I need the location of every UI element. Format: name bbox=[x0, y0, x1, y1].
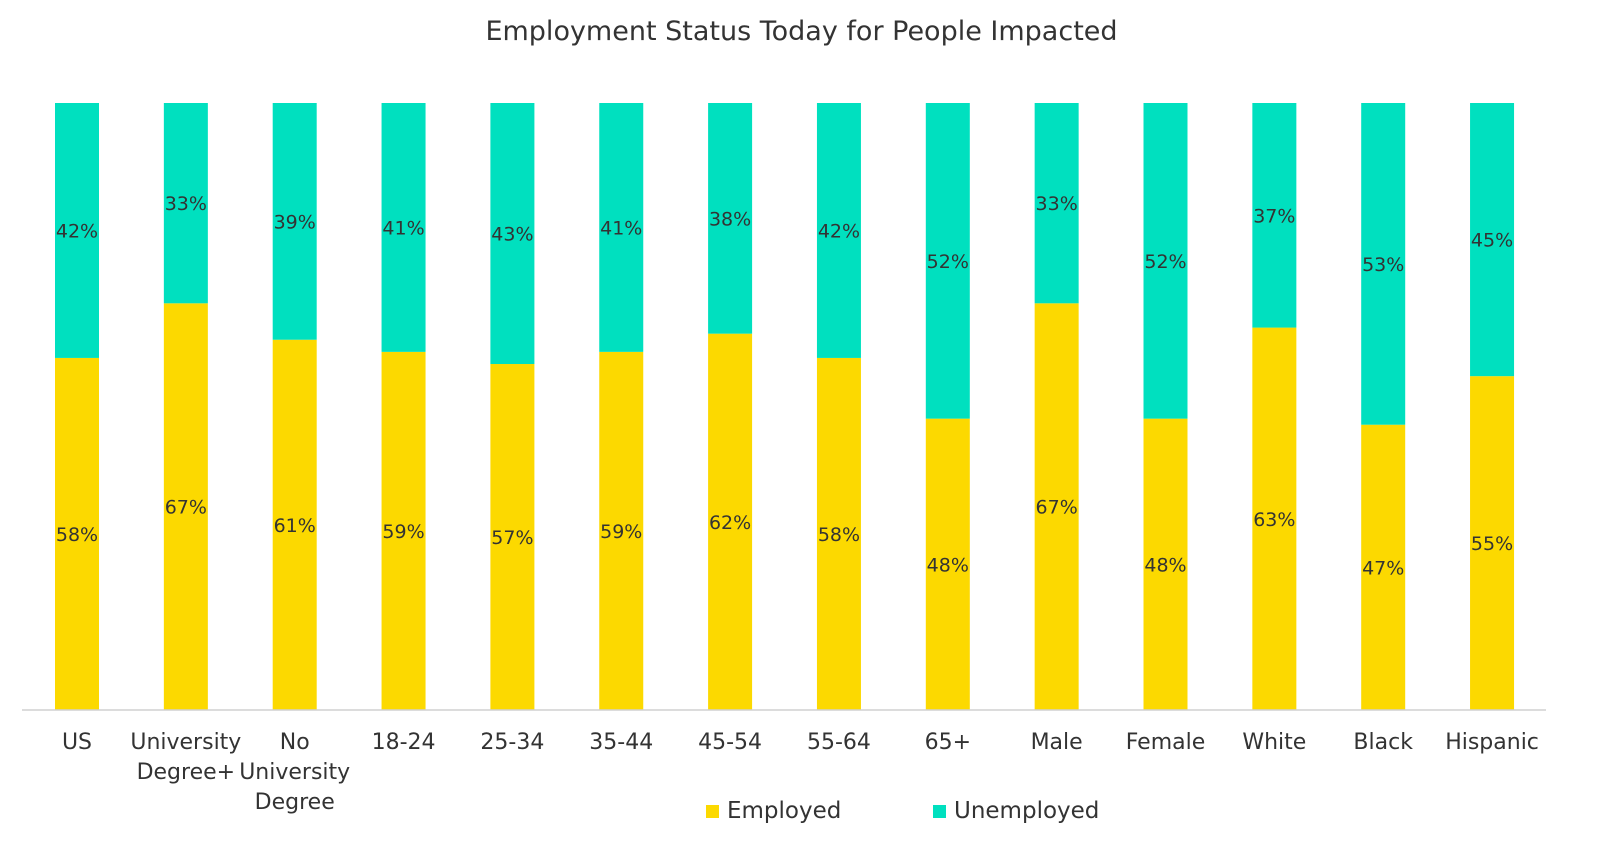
data-label-unemployed-13: 45% bbox=[1471, 230, 1513, 252]
data-label-employed-4: 57% bbox=[491, 527, 533, 549]
data-label-unemployed-1: 33% bbox=[165, 193, 207, 215]
data-label-unemployed-0: 42% bbox=[56, 220, 98, 242]
x-tick-label-8: 65+ bbox=[925, 730, 971, 755]
bar-employed-1 bbox=[163, 303, 208, 710]
data-label-unemployed-11: 37% bbox=[1253, 205, 1295, 227]
bar-employed-5 bbox=[599, 351, 644, 710]
bar-unemployed-5 bbox=[599, 103, 644, 352]
x-tick-label-10: Female bbox=[1126, 730, 1206, 755]
bar-unemployed-13 bbox=[1470, 103, 1515, 377]
data-label-unemployed-2: 39% bbox=[274, 211, 316, 233]
bar-unemployed-2 bbox=[272, 103, 317, 340]
x-tick-label-13: Hispanic bbox=[1445, 730, 1539, 755]
bar-unemployed-7 bbox=[816, 103, 861, 358]
bar-employed-12 bbox=[1361, 424, 1406, 710]
x-tick-label-9: Male bbox=[1031, 730, 1083, 755]
legend-item-employed: Employed bbox=[706, 798, 841, 824]
data-label-unemployed-5: 41% bbox=[600, 217, 642, 239]
data-label-employed-13: 55% bbox=[1471, 533, 1513, 555]
x-tick-label-7: 55-64 bbox=[807, 730, 871, 755]
bar-unemployed-10 bbox=[1143, 103, 1188, 419]
legend-swatch-unemployed bbox=[933, 804, 946, 818]
data-label-employed-9: 67% bbox=[1036, 497, 1078, 519]
legend-label-employed: Employed bbox=[727, 798, 842, 824]
bar-unemployed-1 bbox=[163, 103, 208, 304]
x-tick-label-12: Black bbox=[1353, 730, 1413, 755]
data-label-unemployed-3: 41% bbox=[382, 217, 424, 239]
x-tick-labels: US University Degree+No University Degree 18-… bbox=[62, 730, 1539, 815]
x-tick-label-0: US bbox=[62, 730, 92, 755]
bar-employed-10 bbox=[1143, 418, 1188, 710]
x-tick-label-6: 45-54 bbox=[698, 730, 762, 755]
x-tick-label-5: 35-44 bbox=[589, 730, 653, 755]
bar-employed-6 bbox=[708, 333, 753, 710]
data-label-unemployed-9: 33% bbox=[1036, 193, 1078, 215]
data-label-employed-10: 48% bbox=[1144, 554, 1186, 576]
bar-unemployed-4 bbox=[490, 103, 535, 365]
data-label-employed-8: 48% bbox=[927, 554, 969, 576]
data-label-unemployed-10: 52% bbox=[1144, 251, 1186, 273]
bar-employed-0 bbox=[55, 357, 99, 710]
legend-item-unemployed: Unemployed bbox=[933, 798, 1099, 824]
bar-unemployed-3 bbox=[381, 103, 426, 352]
x-tick-label-4: 25-34 bbox=[480, 730, 544, 755]
data-label-employed-12: 47% bbox=[1362, 557, 1404, 579]
bar-employed-3 bbox=[381, 351, 426, 710]
x-tick-label-3: 18-24 bbox=[372, 730, 436, 755]
data-label-unemployed-12: 53% bbox=[1362, 254, 1404, 276]
data-label-employed-6: 62% bbox=[709, 512, 751, 534]
bar-unemployed-12 bbox=[1361, 103, 1406, 425]
data-label-employed-11: 63% bbox=[1253, 509, 1295, 531]
data-label-employed-5: 59% bbox=[600, 521, 642, 543]
bar-unemployed-9 bbox=[1034, 103, 1079, 304]
bar-employed-8 bbox=[925, 418, 970, 710]
x-tick-label-1: University Degree+ bbox=[130, 730, 241, 785]
data-label-unemployed-7: 42% bbox=[818, 220, 860, 242]
bar-unemployed-0 bbox=[55, 103, 99, 358]
bar-unemployed-6 bbox=[708, 103, 753, 334]
legend-label-unemployed: Unemployed bbox=[954, 798, 1100, 824]
legend-swatch-employed bbox=[706, 804, 719, 818]
data-label-employed-0: 58% bbox=[56, 524, 98, 546]
bar-employed-9 bbox=[1034, 303, 1079, 710]
data-label-employed-3: 59% bbox=[382, 521, 424, 543]
bar-employed-11 bbox=[1252, 327, 1297, 710]
bar-unemployed-11 bbox=[1252, 103, 1297, 328]
data-label-unemployed-8: 52% bbox=[927, 251, 969, 273]
data-label-employed-7: 58% bbox=[818, 524, 860, 546]
bar-unemployed-8 bbox=[925, 103, 970, 419]
bar-employed-2 bbox=[272, 339, 317, 710]
data-label-unemployed-6: 38% bbox=[709, 208, 751, 230]
data-label-unemployed-4: 43% bbox=[491, 224, 533, 246]
data-label-employed-2: 61% bbox=[274, 515, 316, 537]
x-tick-label-11: White bbox=[1242, 730, 1306, 755]
bar-employed-4 bbox=[490, 364, 535, 710]
bar-employed-13 bbox=[1470, 376, 1515, 710]
chart-title: Employment Status Today for People Impac… bbox=[485, 16, 1118, 47]
bar-group: 58% 42% 67% 33% 61% 39% 59% 41% 57% 43% 59% 41% 62% 3… bbox=[55, 103, 1515, 710]
bar-employed-7 bbox=[816, 357, 861, 710]
x-tick-label-2: No University Degree bbox=[239, 730, 350, 815]
data-label-employed-1: 67% bbox=[165, 497, 207, 519]
